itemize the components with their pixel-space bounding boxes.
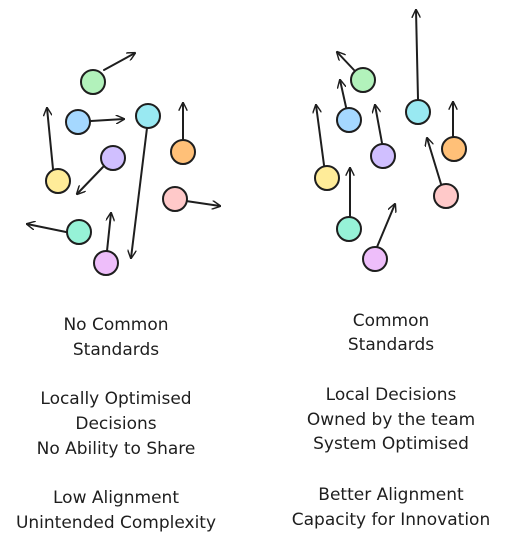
right-outcome-line-1: Better Alignment [318, 485, 464, 505]
arrow-green [103, 53, 135, 71]
left-decisions-line-3: No Ability to Share [37, 439, 196, 459]
node-yellow [45, 168, 71, 194]
right-outcome-line-2: Capacity for Innovation [292, 510, 490, 530]
arrow-green-r [337, 52, 355, 71]
node-teal [66, 219, 92, 245]
arrow-purple-r [375, 105, 383, 144]
left-cluster [27, 53, 220, 258]
node-yellow-r [314, 165, 340, 191]
node-green [80, 69, 106, 95]
left-outcome-line-2: Unintended Complexity [16, 513, 216, 533]
node-teal-r [336, 216, 362, 242]
arrow-purple [77, 166, 104, 194]
node-pink [162, 186, 188, 212]
arrow-violet [107, 213, 111, 252]
right-decisions-line-2: Owned by the team [307, 410, 475, 430]
right-decisions-line-1: Local Decisions [326, 385, 457, 405]
node-pink-r [433, 183, 459, 209]
node-cyan-r [405, 99, 431, 125]
node-blue [65, 109, 91, 135]
arrow-blue [90, 119, 124, 121]
left-standards-line-1: No Common [63, 315, 168, 335]
left-standards-line-2: Standards [73, 340, 159, 360]
node-orange-r [441, 136, 467, 162]
right-cluster [316, 10, 453, 248]
node-cyan [135, 103, 161, 129]
arrow-pink-r [427, 138, 442, 185]
arrow-teal [27, 224, 67, 233]
node-green-r [350, 67, 376, 93]
node-blue-r [336, 107, 362, 133]
arrow-cyan-r [416, 10, 418, 100]
right-standards-line-1: Common [353, 311, 430, 331]
left-outcome-line-1: Low Alignment [53, 488, 179, 508]
node-violet-r [362, 246, 388, 272]
arrow-violet-r [376, 204, 395, 248]
node-purple [100, 145, 126, 171]
arrow-cyan [131, 127, 148, 258]
arrow-blue-r [340, 80, 347, 108]
left-decisions-line-2: Decisions [75, 414, 156, 434]
right-nodes [314, 67, 467, 272]
right-decisions-line-3: System Optimised [313, 434, 469, 454]
left-nodes [45, 69, 196, 276]
right-labels: Common Standards Local Decisions Owned b… [292, 311, 490, 530]
left-decisions-line-1: Locally Optimised [40, 389, 191, 409]
arrow-pink [185, 200, 220, 206]
right-standards-line-2: Standards [348, 335, 434, 355]
node-violet [93, 250, 119, 276]
node-orange [170, 139, 196, 165]
arrow-yellow-r [316, 105, 325, 166]
arrow-yellow [47, 108, 54, 170]
left-labels: No Common Standards Locally Optimised De… [16, 315, 216, 533]
node-purple-r [370, 143, 396, 169]
